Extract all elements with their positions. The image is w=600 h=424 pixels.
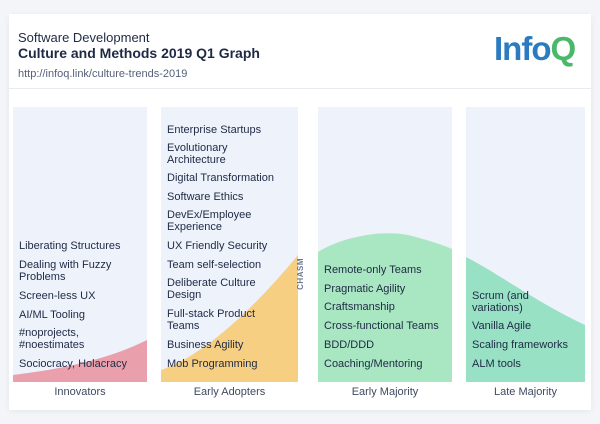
list-item: Remote-only Teams [324,264,422,276]
list-item: Cross-functional Teams [324,320,439,332]
chasm-label: CHASM [296,258,305,290]
list-item: Enterprise Startups [167,124,262,136]
innovators-curve [13,340,147,382]
list-item: AI/ML Tooling [19,309,86,321]
list-item: Mob Programming [167,358,258,370]
list-item: BDD/DDD [324,339,375,351]
column-early-adopters: Enterprise Startups Evolutionary Archite… [161,107,298,382]
list-item: UX Friendly Security [167,240,268,252]
column-late-majority: Scrum (and variations) Vanilla Agile Sca… [466,107,585,382]
label-late-majority: Late Majority [494,386,557,398]
list-item: Scrum (and variations) [472,290,529,314]
label-early-majority: Early Majority [351,386,419,398]
list-item: Craftsmanship [324,301,395,313]
graph-title: Culture and Methods 2019 Q1 Graph [18,45,260,61]
list-item: Team self-selection [167,259,262,271]
list-item: Coaching/Mentoring [324,358,423,370]
late-majority-items: Scrum (and variations) Vanilla Agile Sca… [466,107,585,382]
infoq-logo: InfoQ [494,30,576,67]
list-item: Pragmatic Agility [324,283,406,295]
label-early-adopters: Early Adopters [193,386,266,398]
list-item: #noprojects, #noestimates [19,327,85,351]
list-item: Business Agility [167,339,244,351]
list-item: Digital Transformation [167,172,274,184]
late-majority-curve [466,257,585,382]
list-item: Scaling frameworks [472,339,568,351]
list-item: Screen-less UX [19,290,96,302]
column-innovators: Liberating Structures Dealing with Fuzzy… [13,107,147,382]
source-url[interactable]: http://infoq.link/culture-trends-2019 [18,68,188,80]
early-adopters-curve [161,255,298,382]
list-item: Liberating Structures [19,240,121,252]
list-item: Sociocracy, Holacracy [19,358,127,370]
list-item: Deliberate Culture Design [167,277,256,301]
list-item: ALM tools [472,358,521,370]
early-adopters-items: Enterprise Startups Evolutionary Archite… [161,107,298,382]
list-item: Software Ethics [167,191,244,203]
column-early-majority: Remote-only Teams Pragmatic Agility Craf… [318,107,452,382]
graph-subtitle: Software Development [18,30,150,45]
header-divider [9,88,591,89]
list-item: Dealing with Fuzzy Problems [19,259,112,283]
early-majority-items: Remote-only Teams Pragmatic Agility Craf… [318,107,452,382]
innovators-items: Liberating Structures Dealing with Fuzzy… [13,107,147,382]
list-item: Full-stack Product Teams [167,308,256,332]
early-majority-curve [318,233,452,382]
list-item: Vanilla Agile [472,320,532,332]
label-innovators: Innovators [54,386,106,398]
list-item: DevEx/Employee Experience [167,209,252,233]
list-item: Evolutionary Architecture [167,142,228,166]
